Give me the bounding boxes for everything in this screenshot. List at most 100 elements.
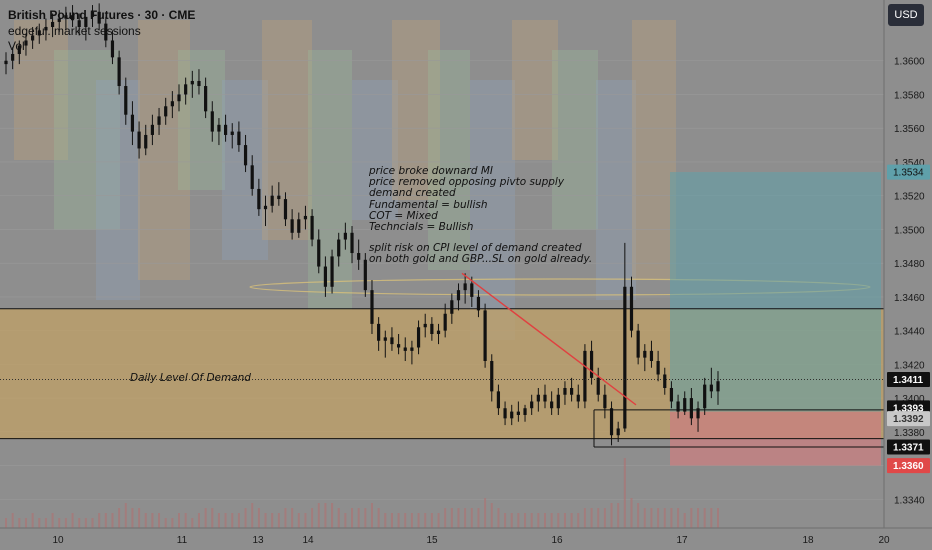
- volume-bar: [430, 513, 433, 528]
- volume-bar: [131, 508, 134, 528]
- session-box: [178, 50, 225, 190]
- candle-body: [470, 283, 474, 297]
- candle-body: [503, 408, 507, 419]
- position-layer: [670, 172, 881, 466]
- candle-body: [709, 384, 713, 392]
- volume-bar: [683, 513, 686, 528]
- indicator-volume[interactable]: Vol: [8, 39, 25, 53]
- currency-button[interactable]: USD: [888, 4, 924, 26]
- volume-bar: [251, 503, 254, 528]
- candle-body: [217, 124, 221, 132]
- volume-bar: [244, 508, 247, 528]
- volume-bar: [31, 513, 34, 528]
- y-tick-label: 1.3380: [894, 428, 925, 439]
- y-tick-label: 1.3560: [894, 124, 925, 135]
- volume-bar: [304, 513, 307, 528]
- volume-bar: [377, 508, 380, 528]
- volume-bar: [570, 513, 573, 528]
- candle-body: [536, 394, 540, 402]
- price-label: 1.3411: [893, 375, 923, 386]
- trend-line-layer[interactable]: [461, 272, 637, 406]
- volume-bar: [410, 513, 413, 528]
- candle-body: [223, 124, 228, 135]
- annotation-line: on both gold and GBP...SL on gold alread…: [369, 253, 593, 266]
- candle-body: [57, 18, 61, 22]
- candle-body: [403, 347, 407, 351]
- candle-body: [290, 219, 294, 233]
- volume-bar: [390, 513, 393, 528]
- volume-bar: [623, 458, 626, 528]
- volume-bar: [18, 518, 21, 528]
- candle-body: [390, 337, 394, 345]
- candle-body: [104, 23, 108, 41]
- volume-bar: [344, 513, 347, 528]
- x-tick-label: 11: [177, 535, 188, 546]
- volume-bar: [517, 513, 520, 528]
- x-tick-label: 13: [252, 535, 264, 546]
- volume-bar: [78, 518, 81, 528]
- volume-bar: [650, 508, 653, 528]
- volume-bar: [484, 498, 487, 528]
- volume-bar: [610, 503, 613, 528]
- candle-body: [383, 337, 387, 341]
- volume-bar: [331, 503, 334, 528]
- candle-body: [337, 239, 341, 257]
- candle-body: [210, 111, 214, 132]
- chart-title[interactable]: British Pound Futures · 30 · CME: [8, 8, 196, 22]
- volume-bar: [324, 503, 327, 528]
- session-box: [428, 50, 470, 270]
- annotation-line: COT = Mixed: [369, 209, 438, 222]
- x-tick-label: 16: [551, 535, 563, 546]
- candle-body: [283, 199, 288, 220]
- volume-bar: [211, 508, 214, 528]
- candle-body: [516, 411, 520, 415]
- volume-bar: [643, 508, 646, 528]
- candle-body: [703, 384, 707, 409]
- candle-body: [669, 387, 674, 402]
- candle-body: [4, 60, 8, 65]
- candle-body: [263, 205, 268, 210]
- demand-zone-label: Daily Level Of Demand: [130, 372, 251, 384]
- volume-bar: [151, 513, 154, 528]
- candle-body: [689, 398, 693, 419]
- volume-bar: [537, 513, 540, 528]
- candle-body: [197, 80, 201, 87]
- volume-bar: [237, 513, 240, 528]
- candle-body: [164, 106, 168, 117]
- volume-bar: [437, 513, 440, 528]
- candle-body: [643, 350, 647, 358]
- x-axis-ticks: 10 11 13 14 15 16 17 18 20: [52, 535, 890, 546]
- indicator-sessions[interactable]: edgeful. market sessions: [8, 24, 141, 38]
- price-label-box: [887, 164, 930, 180]
- candle-body: [77, 20, 81, 27]
- trade-annotation[interactable]: price broke downard MI price removed opp…: [369, 165, 593, 266]
- candle-body: [230, 131, 234, 135]
- candle-body: [277, 195, 281, 200]
- annotation-line: price removed opposing pivto supply: [369, 176, 565, 189]
- volume-bar: [311, 508, 314, 528]
- candle-body: [310, 215, 314, 240]
- candle-body: [510, 411, 514, 419]
- annotation-line: demand created: [369, 187, 456, 200]
- volume-bar: [217, 513, 220, 528]
- candle-body: [257, 188, 261, 210]
- time-axis-panel[interactable]: [0, 528, 884, 550]
- candle-body: [463, 283, 467, 291]
- candle-body: [696, 408, 700, 419]
- volume-bar: [224, 513, 227, 528]
- candle-body: [396, 344, 401, 348]
- volume-bar: [138, 508, 141, 528]
- candle-body: [596, 377, 600, 395]
- y-tick-label: 1.3580: [894, 90, 925, 101]
- candle-body: [323, 266, 328, 287]
- candle-body: [137, 131, 141, 149]
- volume-bar: [577, 513, 580, 528]
- y-tick-label: 1.3340: [894, 495, 925, 506]
- volume-bar: [197, 513, 200, 528]
- volume-bar: [38, 518, 41, 528]
- volume-bar: [11, 513, 14, 528]
- candle-body: [330, 256, 334, 287]
- volume-bar: [351, 508, 354, 528]
- y-tick-label: 1.3600: [894, 57, 925, 68]
